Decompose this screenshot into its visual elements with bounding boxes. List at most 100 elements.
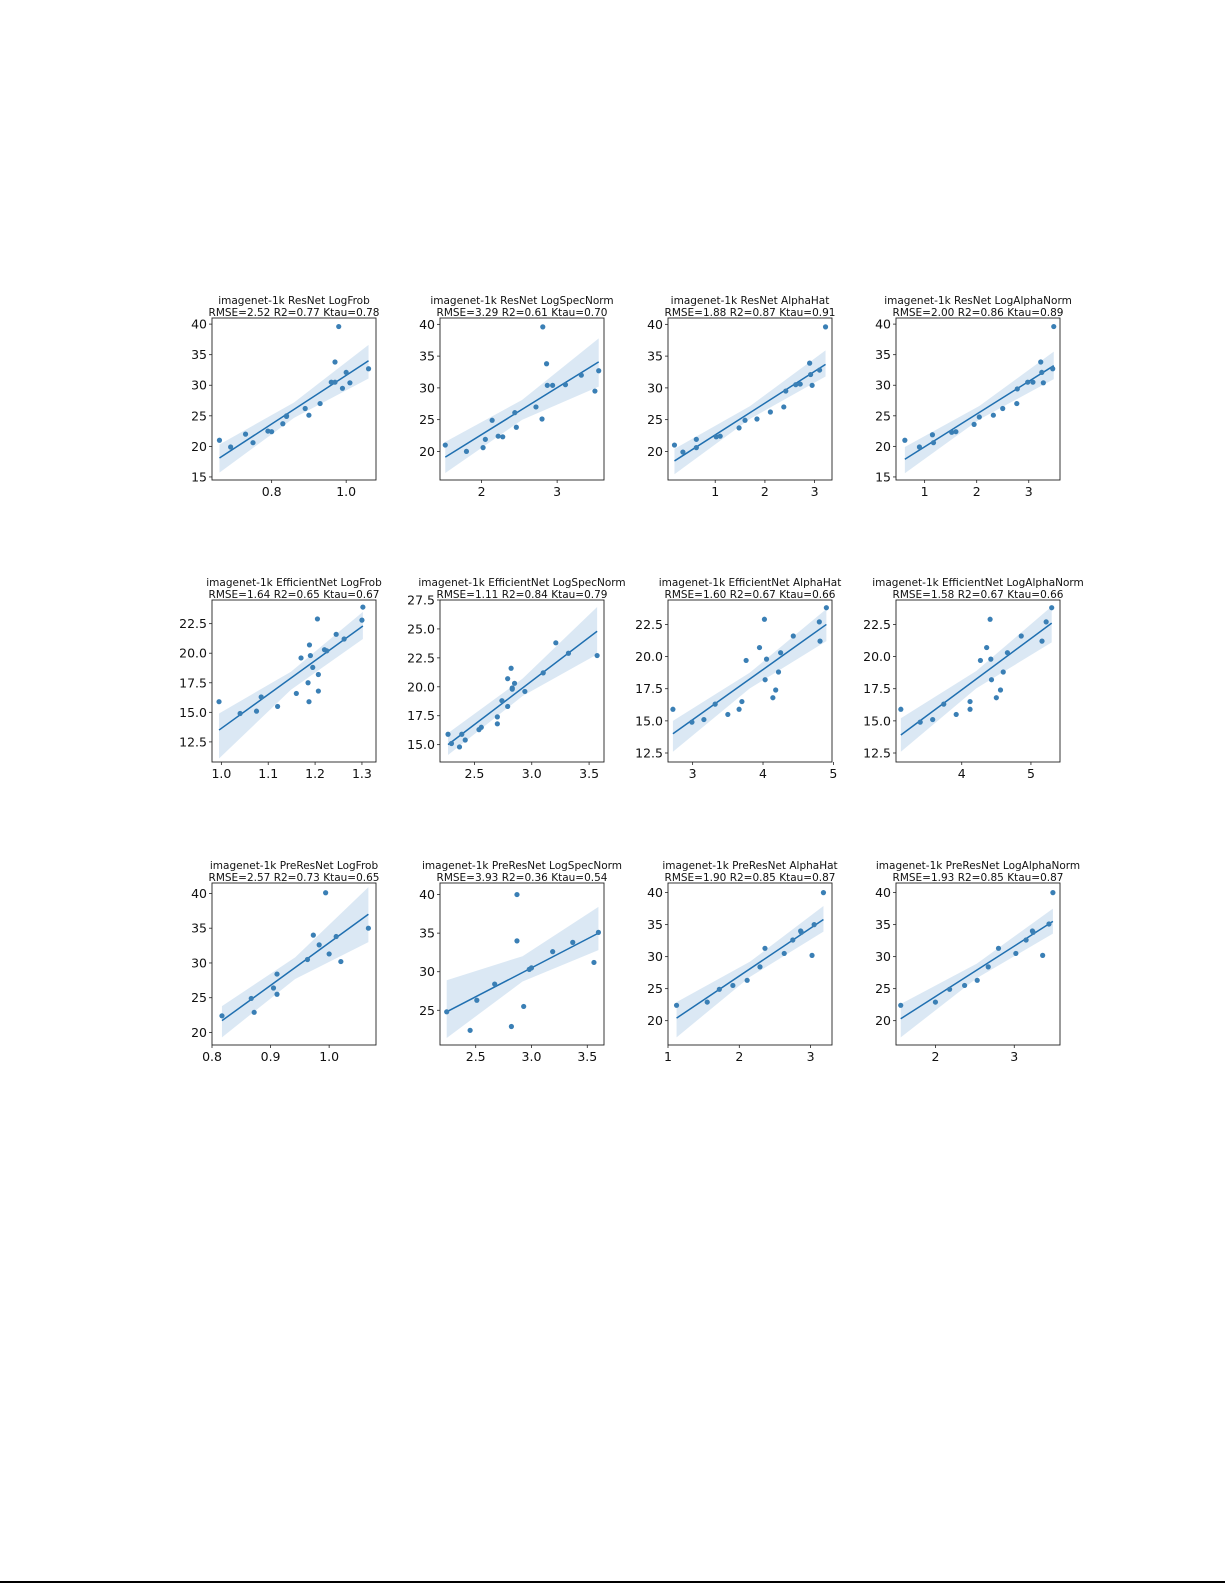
y-tick-label: 12.5	[179, 734, 207, 749]
data-point	[293, 690, 299, 697]
scatter-panel: imagenet-1k PreResNet AlphaHatRMSE=1.90 …	[647, 860, 838, 1064]
y-tick-label: 40	[875, 885, 891, 900]
data-point	[543, 361, 550, 367]
confidence-band	[219, 611, 363, 759]
panel-title: imagenet-1k ResNet LogFrob	[218, 295, 370, 307]
data-point	[725, 711, 731, 718]
data-point	[770, 695, 776, 701]
data-point	[306, 412, 312, 418]
axes-frame	[211, 317, 377, 481]
data-point	[1000, 405, 1006, 412]
data-point	[250, 440, 256, 446]
scatter-panel: imagenet-1k EfficientNet LogAlphaNormRMS…	[863, 577, 1084, 781]
data-point	[985, 964, 991, 970]
data-point	[540, 670, 546, 676]
data-point	[565, 650, 572, 656]
x-tick-label: 3.5	[579, 766, 599, 781]
data-point	[984, 644, 990, 651]
axes-frame	[895, 317, 1061, 481]
data-point	[216, 699, 222, 705]
data-point	[1023, 937, 1029, 943]
data-point	[514, 891, 520, 898]
axes-frame	[667, 882, 833, 1046]
x-tick-label: 0.9	[261, 1049, 281, 1064]
regression-line	[447, 630, 598, 746]
data-point	[326, 951, 332, 957]
data-point	[778, 650, 784, 656]
data-point	[790, 937, 796, 943]
data-point	[1040, 952, 1046, 958]
data-point	[743, 657, 749, 664]
data-point	[306, 699, 312, 705]
page-bottom-rule	[0, 1581, 1225, 1583]
scatter-panel: imagenet-1k PreResNet LogSpecNormRMSE=3.…	[419, 860, 622, 1064]
data-point	[539, 416, 545, 422]
y-tick-label: 40	[875, 317, 891, 332]
data-point	[315, 688, 321, 694]
y-tick-label: 40	[647, 317, 663, 332]
x-tick-label: 3	[1010, 1049, 1018, 1064]
data-point	[570, 939, 576, 945]
panel-title: imagenet-1k ResNet LogSpecNorm	[430, 295, 613, 307]
y-tick-label: 40	[647, 885, 663, 900]
data-point	[314, 616, 321, 622]
data-point	[509, 686, 515, 692]
data-point	[754, 416, 760, 422]
data-point	[1014, 386, 1020, 392]
data-point	[339, 385, 346, 391]
panel-metrics: RMSE=1.60 R2=0.67 Ktau=0.66	[665, 589, 836, 601]
x-tick-label: 1.0	[211, 766, 231, 781]
y-tick-label: 40	[419, 317, 435, 332]
data-point	[442, 442, 448, 448]
scatter-panel: imagenet-1k PreResNet LogAlphaNormRMSE=1…	[875, 860, 1080, 1064]
panel-metrics: RMSE=1.58 R2=0.67 Ktau=0.66	[893, 589, 1064, 601]
y-tick-label: 30	[419, 380, 435, 395]
data-point	[505, 703, 511, 710]
panel-title: imagenet-1k EfficientNet LogAlphaNorm	[872, 577, 1084, 589]
regression-line	[900, 622, 1053, 736]
panel-title: imagenet-1k ResNet LogAlphaNorm	[884, 295, 1072, 307]
x-tick-label: 1	[711, 484, 719, 499]
axes-frame	[439, 882, 605, 1046]
data-point	[1014, 400, 1020, 407]
data-point	[333, 631, 339, 637]
data-point	[730, 982, 736, 989]
data-point	[739, 698, 745, 705]
panel-metrics: RMSE=1.90 R2=0.85 Ktau=0.87	[665, 872, 836, 884]
data-point	[680, 449, 686, 455]
data-point	[798, 929, 804, 935]
data-point	[898, 1002, 904, 1008]
x-tick-label: 5	[1027, 766, 1035, 781]
data-point	[341, 636, 347, 642]
data-point	[513, 424, 519, 430]
data-point	[508, 1023, 515, 1030]
y-tick-label: 15.0	[179, 705, 207, 720]
axes-frame	[667, 317, 833, 481]
data-point	[253, 708, 260, 714]
data-point	[448, 740, 455, 747]
x-tick-label: 2.5	[466, 1049, 486, 1064]
data-point	[359, 617, 365, 623]
data-point	[594, 652, 600, 659]
y-tick-label: 22.5	[179, 616, 207, 631]
data-point	[995, 945, 1002, 951]
data-point	[365, 366, 372, 372]
data-point	[816, 367, 823, 373]
y-tick-label: 30	[647, 949, 663, 964]
data-point	[522, 688, 528, 695]
y-tick-label: 35	[419, 349, 435, 364]
regression-line	[676, 918, 824, 1019]
data-point	[336, 323, 342, 330]
data-point	[596, 368, 602, 374]
data-point	[902, 437, 908, 443]
x-tick-label: 1.3	[352, 766, 372, 781]
y-tick-label: 20	[875, 439, 891, 454]
panel-metrics: RMSE=2.52 R2=0.77 Ktau=0.78	[209, 307, 380, 319]
data-point	[302, 405, 308, 412]
data-point	[1039, 369, 1045, 376]
data-point	[823, 605, 829, 611]
panel-metrics: RMSE=1.11 R2=0.84 Ktau=0.79	[437, 589, 608, 601]
x-tick-label: 3.0	[522, 1049, 542, 1064]
data-point	[977, 657, 984, 664]
